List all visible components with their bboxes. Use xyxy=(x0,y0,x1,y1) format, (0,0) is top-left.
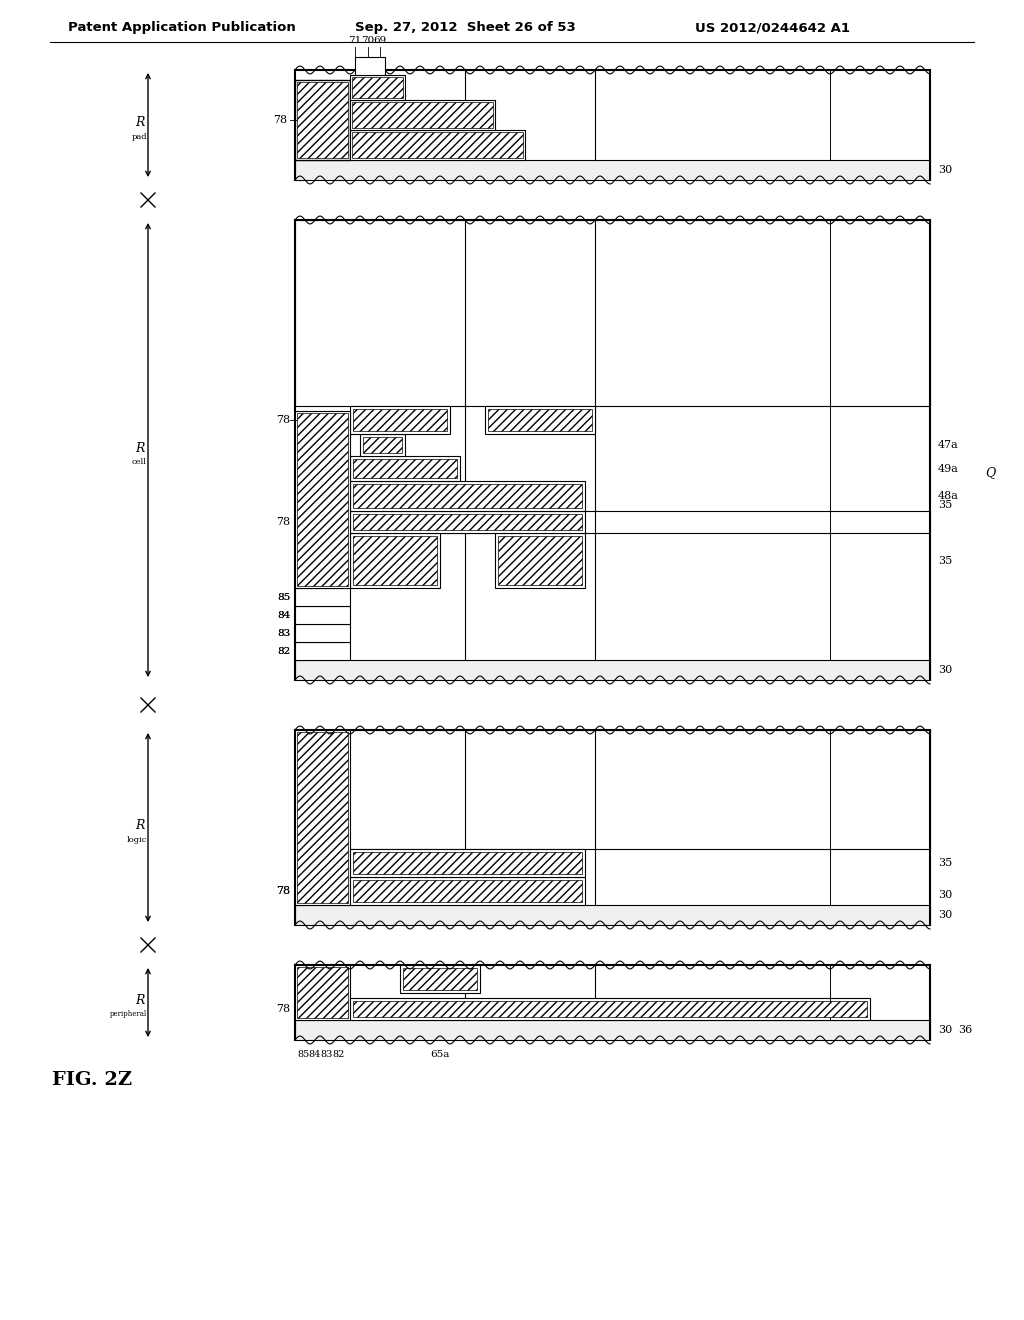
Bar xyxy=(352,132,523,158)
Text: 78: 78 xyxy=(275,886,290,896)
Bar xyxy=(295,1020,930,1040)
Bar xyxy=(350,998,870,1020)
Text: 49a: 49a xyxy=(938,463,958,474)
Bar xyxy=(297,733,348,903)
Text: 82: 82 xyxy=(333,1049,345,1059)
Text: 85: 85 xyxy=(297,1049,309,1059)
Text: R: R xyxy=(135,818,145,832)
Text: 69: 69 xyxy=(374,36,387,45)
Bar xyxy=(353,536,437,585)
Text: 65a: 65a xyxy=(430,1049,450,1059)
Text: 35: 35 xyxy=(938,556,952,565)
Bar xyxy=(400,965,480,993)
Text: 30: 30 xyxy=(938,1026,952,1035)
Text: 78: 78 xyxy=(275,1005,290,1014)
Bar xyxy=(295,906,930,925)
Text: Patent Application Publication: Patent Application Publication xyxy=(68,21,296,34)
Text: 78: 78 xyxy=(272,115,287,125)
Bar xyxy=(350,876,585,906)
Bar xyxy=(352,77,403,98)
Text: R: R xyxy=(135,441,145,454)
Text: 30: 30 xyxy=(938,890,952,900)
Bar xyxy=(295,511,930,533)
Bar xyxy=(353,484,582,508)
Bar xyxy=(488,409,592,432)
Text: 35: 35 xyxy=(938,500,952,511)
Bar xyxy=(485,407,595,434)
Bar xyxy=(295,411,350,587)
Bar xyxy=(353,409,447,432)
Text: 78: 78 xyxy=(275,886,290,896)
Text: R: R xyxy=(135,994,145,1007)
Text: 83: 83 xyxy=(276,628,290,638)
Bar xyxy=(295,81,350,160)
Bar xyxy=(353,880,582,902)
Text: peripheral: peripheral xyxy=(110,1011,147,1019)
Bar xyxy=(350,75,406,100)
Bar xyxy=(295,965,350,1020)
Text: 30: 30 xyxy=(938,909,952,920)
Text: Q: Q xyxy=(985,466,995,479)
Bar xyxy=(295,730,350,906)
Text: 71: 71 xyxy=(348,36,361,45)
Text: 84: 84 xyxy=(276,610,290,619)
Bar xyxy=(353,459,457,478)
Bar xyxy=(360,434,406,455)
Bar xyxy=(295,160,930,180)
Bar xyxy=(297,82,348,158)
Text: 83: 83 xyxy=(321,1049,333,1059)
Bar xyxy=(350,129,525,160)
Text: FIG. 2Z: FIG. 2Z xyxy=(52,1071,132,1089)
Bar xyxy=(295,642,350,660)
Text: 48a: 48a xyxy=(938,491,958,502)
Bar xyxy=(350,100,495,129)
Bar xyxy=(355,57,385,75)
Text: 70: 70 xyxy=(361,36,375,45)
Bar xyxy=(352,102,493,128)
Text: 78: 78 xyxy=(275,414,290,425)
Bar xyxy=(403,968,477,990)
Bar xyxy=(295,730,930,849)
Bar xyxy=(498,536,582,585)
Bar xyxy=(353,513,582,531)
Text: 84: 84 xyxy=(276,610,290,619)
Bar xyxy=(350,849,585,876)
Text: 82: 82 xyxy=(276,647,290,656)
Bar xyxy=(362,437,402,453)
Bar xyxy=(295,587,350,606)
Text: R: R xyxy=(135,116,145,129)
Text: 85: 85 xyxy=(276,593,290,602)
Bar xyxy=(350,511,585,533)
Bar xyxy=(350,407,450,434)
Text: 36: 36 xyxy=(958,1026,972,1035)
Text: US 2012/0244642 A1: US 2012/0244642 A1 xyxy=(695,21,850,34)
Bar xyxy=(353,1001,867,1016)
Text: 85: 85 xyxy=(276,593,290,602)
Bar xyxy=(495,533,585,587)
Bar xyxy=(297,968,348,1018)
Bar xyxy=(295,660,930,680)
Text: logic: logic xyxy=(127,836,147,843)
Bar xyxy=(295,624,350,642)
Bar xyxy=(350,455,460,480)
Bar xyxy=(295,220,930,407)
Text: 84: 84 xyxy=(309,1049,322,1059)
Bar xyxy=(353,851,582,874)
Text: 30: 30 xyxy=(938,165,952,176)
Bar xyxy=(350,533,440,587)
Bar xyxy=(295,606,350,624)
Bar xyxy=(297,413,348,586)
Bar xyxy=(350,480,585,511)
Text: pad: pad xyxy=(131,133,147,141)
Text: Sep. 27, 2012  Sheet 26 of 53: Sep. 27, 2012 Sheet 26 of 53 xyxy=(355,21,575,34)
Text: 47a: 47a xyxy=(938,440,958,450)
Text: 78: 78 xyxy=(275,517,290,527)
Text: 83: 83 xyxy=(276,628,290,638)
Text: 30: 30 xyxy=(938,665,952,675)
Text: 82: 82 xyxy=(276,647,290,656)
Text: 35: 35 xyxy=(938,858,952,869)
Text: cell: cell xyxy=(132,458,147,466)
